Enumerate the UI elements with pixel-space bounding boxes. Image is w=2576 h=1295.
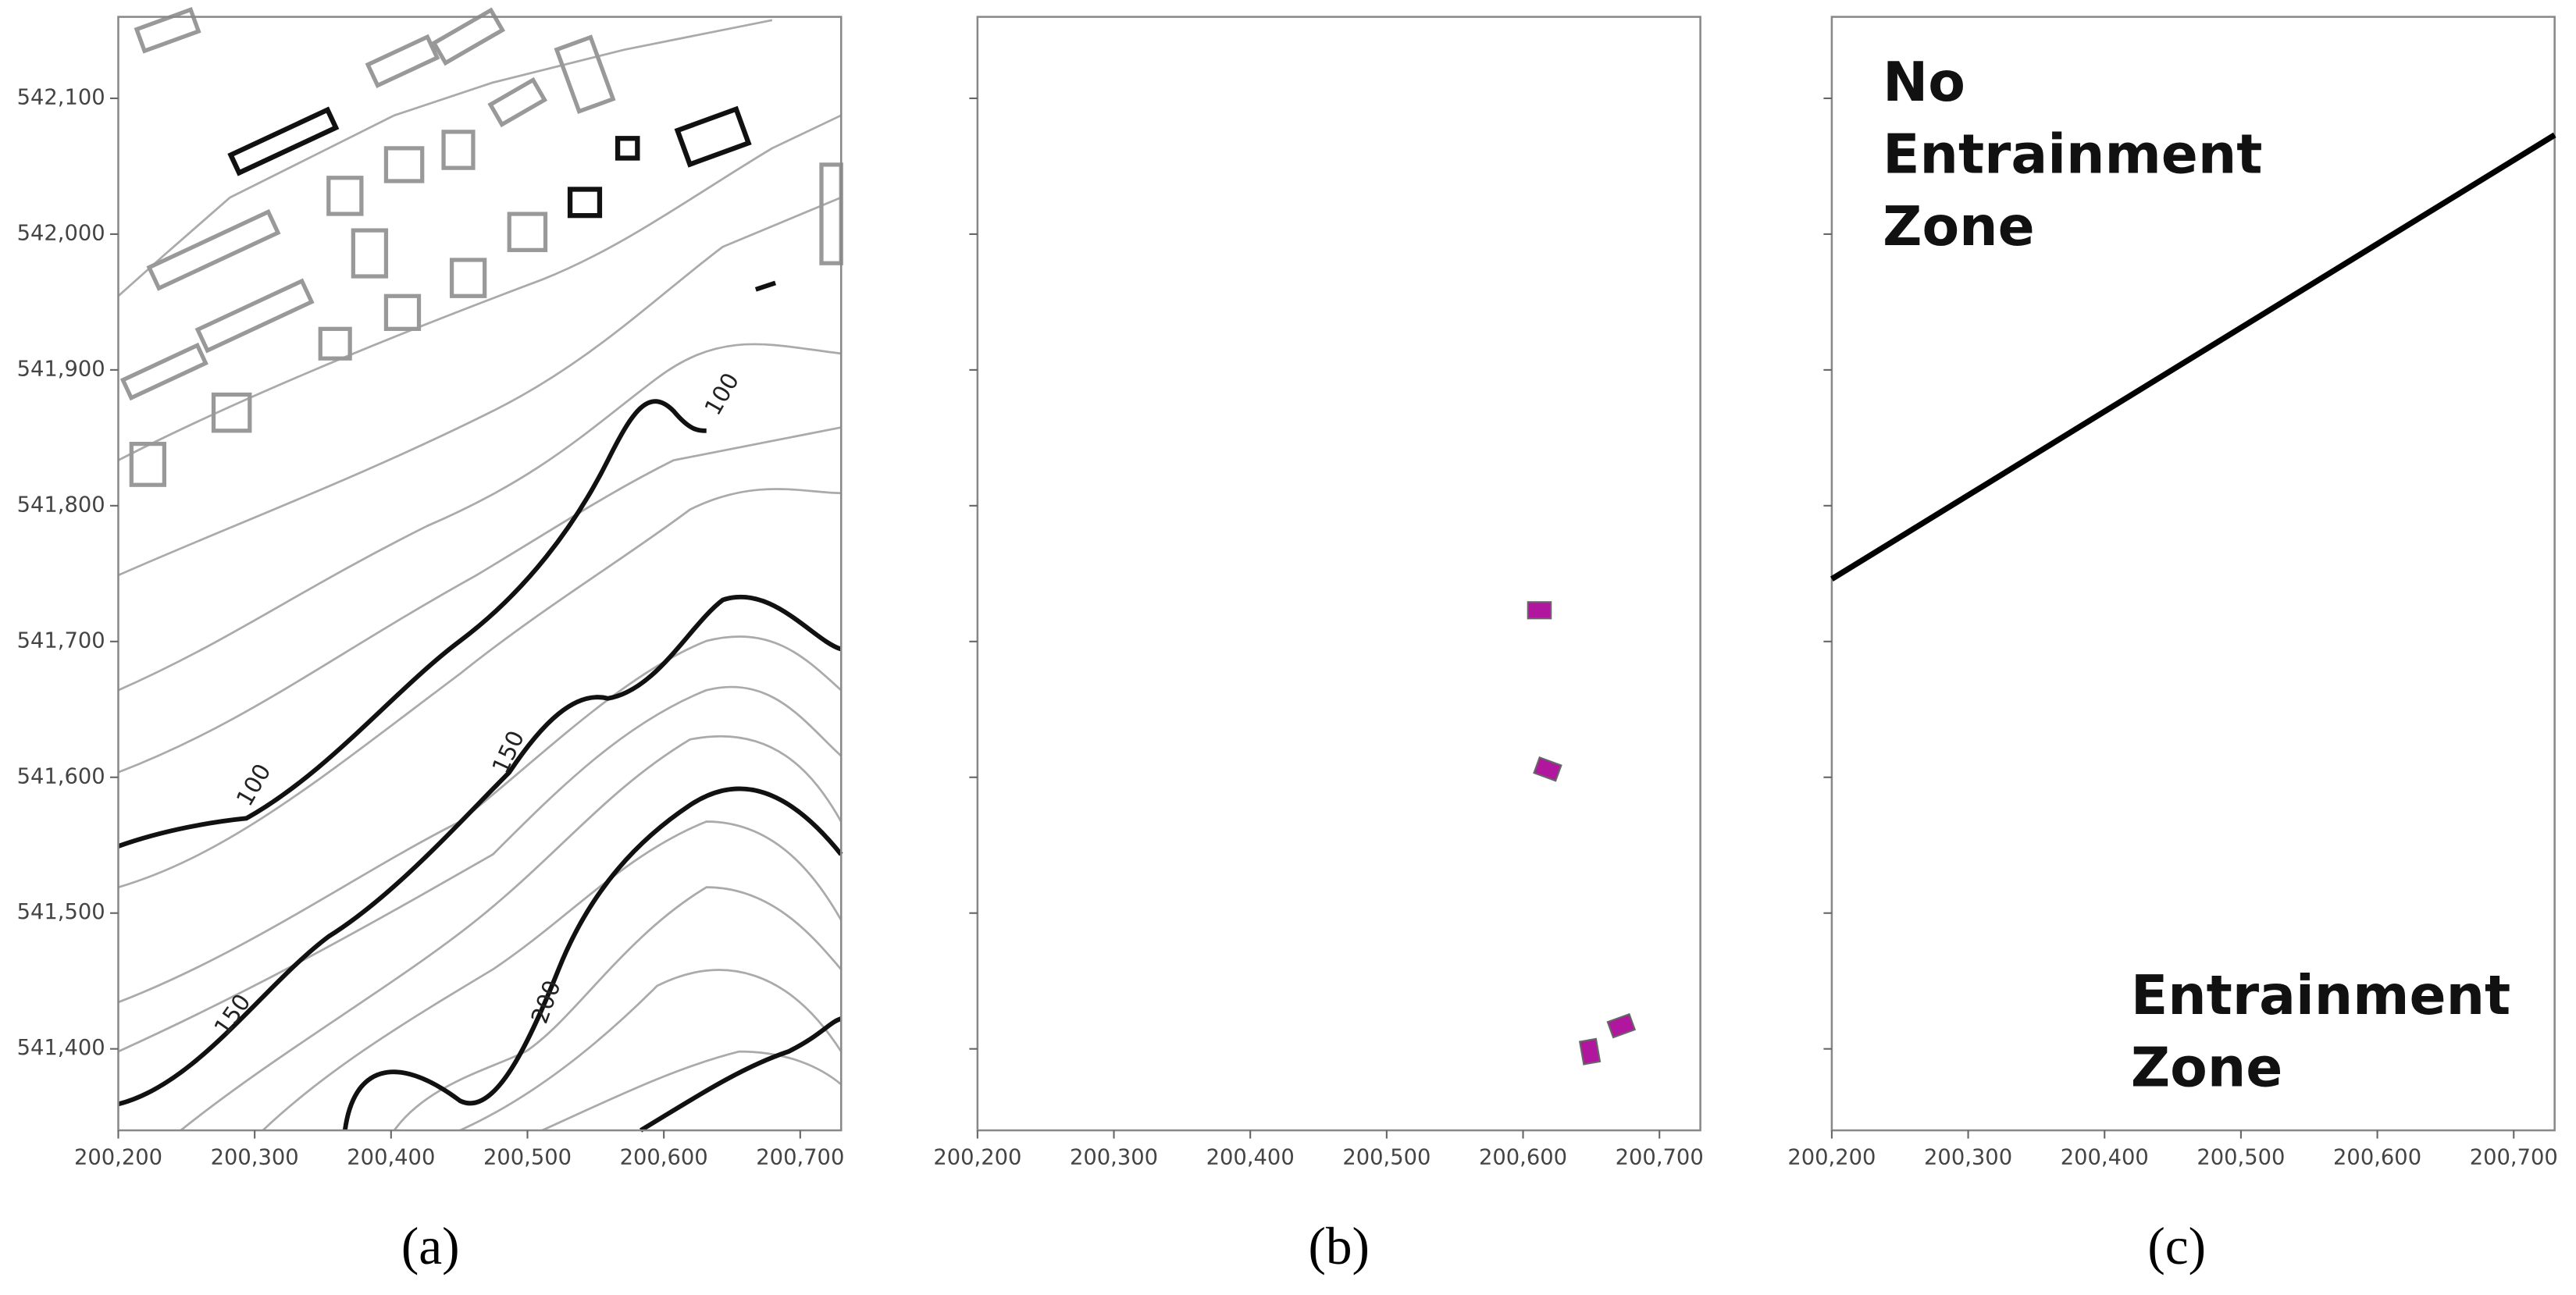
boundary-line <box>1830 132 2556 582</box>
zone-label: No <box>1883 52 1965 114</box>
source <box>1533 756 1562 782</box>
x-tick-label: 200,600 <box>1479 1145 1567 1169</box>
x-tick-label: 200,600 <box>2333 1145 2421 1169</box>
x-tick-label: 200,600 <box>620 1145 708 1169</box>
y-tick-label: 542,000 <box>17 221 105 245</box>
panel-frame <box>1830 16 2556 1132</box>
y-tick-label: 541,900 <box>17 357 105 381</box>
x-tick-label: 200,200 <box>1787 1145 1876 1169</box>
panel-label: (c) <box>2147 1217 2206 1275</box>
contour-label: 100 <box>700 368 745 420</box>
zone-label: Entrainment <box>2131 965 2510 1027</box>
source <box>1578 1037 1602 1066</box>
x-tick-label: 200,300 <box>211 1145 299 1169</box>
contour-label: 200 <box>526 977 566 1026</box>
panel-a-map <box>117 7 843 1133</box>
source <box>1527 601 1552 620</box>
source <box>1606 1012 1637 1039</box>
x-tick-label: 200,500 <box>483 1145 572 1169</box>
y-tick-label: 541,800 <box>17 493 105 517</box>
y-tick-label: 541,400 <box>17 1036 105 1060</box>
y-tick-label: 541,600 <box>17 764 105 788</box>
x-tick-label: 200,200 <box>74 1145 162 1169</box>
panel-label: (a) <box>401 1217 460 1275</box>
y-tick-label: 542,100 <box>17 85 105 109</box>
x-tick-label: 200,200 <box>933 1145 1021 1169</box>
x-tick-label: 200,700 <box>756 1145 844 1169</box>
y-tick-label: 541,700 <box>17 628 105 653</box>
zone-label: Zone <box>1883 196 2035 258</box>
zone-label: Entrainment <box>1883 124 2262 187</box>
panel-label: (b) <box>1308 1217 1369 1275</box>
x-tick-label: 200,500 <box>1342 1145 1431 1169</box>
y-tick-label: 541,500 <box>17 900 105 924</box>
x-tick-label: 200,700 <box>2470 1145 2558 1169</box>
x-tick-label: 200,400 <box>347 1145 435 1169</box>
panel-frame <box>976 16 1701 1132</box>
zone-label: Zone <box>2131 1037 2283 1099</box>
x-tick-label: 200,500 <box>2197 1145 2285 1169</box>
x-tick-label: 200,400 <box>1206 1145 1295 1169</box>
x-tick-label: 200,700 <box>1616 1145 1704 1169</box>
x-tick-label: 200,300 <box>1070 1145 1158 1169</box>
x-tick-label: 200,400 <box>2061 1145 2149 1169</box>
panel-frame <box>117 16 843 1132</box>
x-tick-label: 200,300 <box>1924 1145 2012 1169</box>
contour-label: 150 <box>208 989 255 1041</box>
